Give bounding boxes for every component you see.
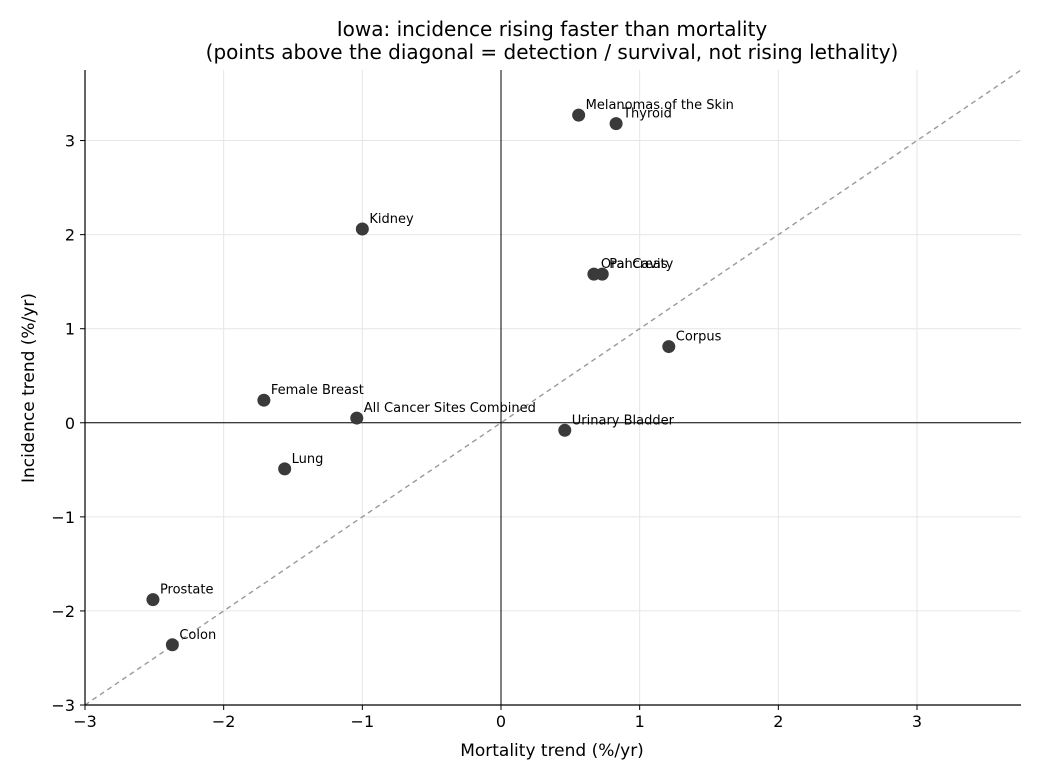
point-label: Prostate [160,583,214,598]
data-point [595,267,609,281]
point-label: Corpus [676,330,722,345]
chart-title: Iowa: incidence rising faster than morta… [337,17,768,41]
point-label: Thyroid [622,107,672,122]
y-axis-label: Incidence trend (%/yr) [19,293,39,483]
data-point [355,222,369,236]
point-label: Lung [292,452,324,467]
y-tick-label: −3 [51,696,75,715]
x-tick-label: 3 [912,712,922,731]
x-tick-label: −3 [73,712,97,731]
point-label: Melanomas of the Skin [586,98,734,113]
x-tick-label: 2 [773,712,783,731]
point-label: Kidney [369,212,414,227]
data-point [558,423,572,437]
x-tick-label: 0 [496,712,506,731]
reference-lines [84,69,1022,706]
data-point [257,393,271,407]
y-tick-label: −1 [51,508,75,527]
tick-labels: −3 −2 −1 0 1 2 3 −3 −2 −1 0 1 2 3 [51,132,922,731]
data-point [662,340,676,354]
point-label: Female Breast [271,383,364,398]
point-label: Colon [179,628,216,643]
point-label: Oral Cavity [601,257,674,272]
y-tick-label: −2 [51,602,75,621]
y-tick-label: 0 [65,414,75,433]
data-point [609,117,623,131]
x-tick-label: −1 [351,712,375,731]
data-point [278,462,292,476]
point-label: Urinary Bladder [572,413,675,428]
axes [80,70,1021,710]
x-axis-label: Mortality trend (%/yr) [460,741,644,761]
y-tick-label: 2 [65,226,75,245]
chart-subtitle: (points above the diagonal = detection /… [206,40,899,64]
point-label: Pancreas [609,257,668,272]
data-point [572,108,586,122]
diagonal-reference-line [84,69,1022,706]
y-tick-label: 1 [65,320,75,339]
y-tick-label: 3 [65,132,75,151]
data-point [165,638,179,652]
x-tick-label: 1 [635,712,645,731]
data-point [350,411,364,425]
point-label: All Cancer Sites Combined [364,401,536,416]
data-point [146,593,160,607]
x-tick-label: −2 [212,712,236,731]
